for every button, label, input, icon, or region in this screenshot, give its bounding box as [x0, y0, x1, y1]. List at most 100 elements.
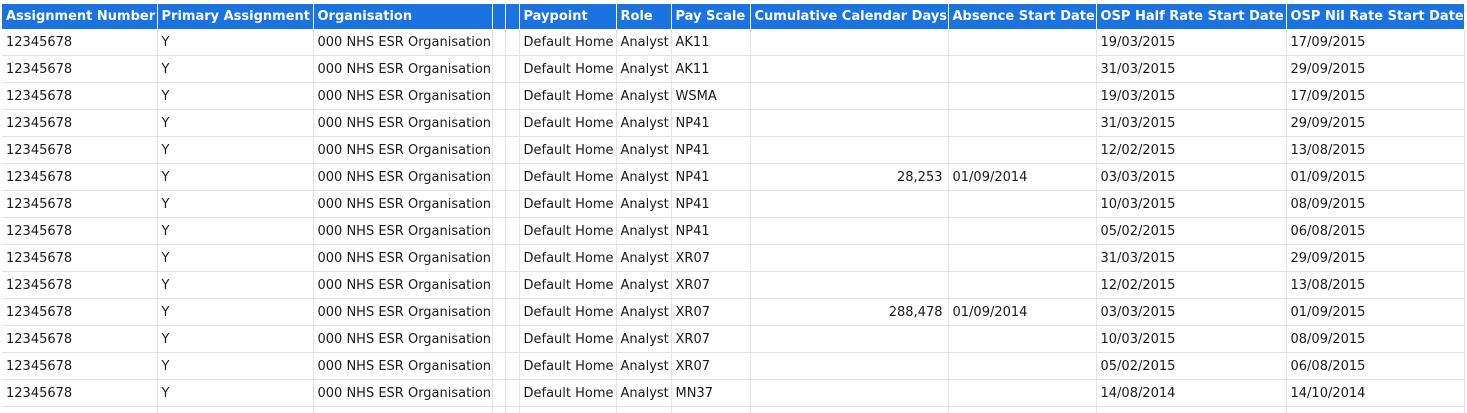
cell-paypoint: Default Home — [519, 218, 616, 245]
cell-role: Analyst — [616, 272, 671, 299]
cell-blank1 — [492, 326, 505, 353]
column-header-paypoint[interactable]: Paypoint — [519, 4, 616, 29]
cell-role: Analyst — [616, 83, 671, 110]
cell-cumulative-days — [750, 137, 948, 164]
cell-blank2 — [505, 110, 519, 137]
cell-cumulative-days — [750, 218, 948, 245]
cell-cumulative-days — [750, 191, 948, 218]
cell-osp-half: 19/03/2015 — [1096, 83, 1286, 110]
cell-assignment-number: 12345678 — [2, 137, 157, 164]
cell-assignment-number: 12345678 — [2, 326, 157, 353]
cell-osp-nil: 14/10/2014 — [1286, 380, 1464, 407]
cell-osp-half: 03/03/2015 — [1096, 299, 1286, 326]
column-header-role[interactable]: Role — [616, 4, 671, 29]
cell-role: Analyst — [616, 299, 671, 326]
table-row-partial — [2, 407, 1464, 413]
cell-blank2 — [505, 164, 519, 191]
column-header-osp-half[interactable]: OSP Half Rate Start Date — [1096, 4, 1286, 29]
cell-osp-nil: 08/09/2015 — [1286, 191, 1464, 218]
cell-osp-nil: 08/09/2015 — [1286, 326, 1464, 353]
cell-pay-scale: MN37 — [671, 380, 750, 407]
cell-assignment-number: 12345678 — [2, 191, 157, 218]
cell-blank2 — [505, 326, 519, 353]
cell-organisation: 000 NHS ESR Organisation — [313, 299, 492, 326]
cell-blank2 — [505, 245, 519, 272]
cell-osp-half: 10/03/2015 — [1096, 326, 1286, 353]
column-header-absence-start[interactable]: Absence Start Date — [948, 4, 1096, 29]
cell-cumulative-days: 28,253 — [750, 164, 948, 191]
cell-osp-half: 19/03/2015 — [1096, 29, 1286, 56]
cell-absence-start — [948, 245, 1096, 272]
cell-osp-nil: 06/08/2015 — [1286, 218, 1464, 245]
cell-paypoint: Default Home — [519, 272, 616, 299]
cell-absence-start — [948, 137, 1096, 164]
cell-absence-start — [948, 56, 1096, 83]
column-header-pay-scale[interactable]: Pay Scale — [671, 4, 750, 29]
cell-primary-assignment: Y — [157, 191, 313, 218]
cell-role: Analyst — [616, 218, 671, 245]
cell-organisation: 000 NHS ESR Organisation — [313, 29, 492, 56]
cell-primary-assignment: Y — [157, 353, 313, 380]
cell-primary-assignment: Y — [157, 299, 313, 326]
column-header-blank1[interactable] — [492, 4, 505, 29]
cell-osp-half: 12/02/2015 — [1096, 272, 1286, 299]
cell-pay-scale: XR07 — [671, 245, 750, 272]
cell-organisation: 000 NHS ESR Organisation — [313, 164, 492, 191]
cell-paypoint: Default Home — [519, 191, 616, 218]
cell-pay-scale: NP41 — [671, 191, 750, 218]
cell-osp-nil: 29/09/2015 — [1286, 110, 1464, 137]
cell-primary-assignment: Y — [157, 29, 313, 56]
column-header-osp-nil[interactable]: OSP Nil Rate Start Date — [1286, 4, 1464, 29]
cell-absence-start: 01/09/2014 — [948, 299, 1096, 326]
column-header-blank2[interactable] — [505, 4, 519, 29]
cell-cumulative-days — [750, 380, 948, 407]
cell-pay-scale: XR07 — [671, 272, 750, 299]
cell-paypoint: Default Home — [519, 83, 616, 110]
cell-organisation: 000 NHS ESR Organisation — [313, 110, 492, 137]
cell-absence-start — [948, 218, 1096, 245]
cell-cumulative-days — [750, 245, 948, 272]
cell-blank1 — [492, 218, 505, 245]
cell-pay-scale: XR07 — [671, 299, 750, 326]
cell-absence-start — [948, 110, 1096, 137]
column-header-assignment-number[interactable]: Assignment Number — [2, 4, 157, 29]
cell-osp-half: 10/03/2015 — [1096, 191, 1286, 218]
cell-assignment-number: 12345678 — [2, 272, 157, 299]
column-header-primary-assignment[interactable]: Primary Assignment — [157, 4, 313, 29]
cell-osp-half: 03/03/2015 — [1096, 164, 1286, 191]
cell-blank1 — [492, 164, 505, 191]
column-header-organisation[interactable]: Organisation — [313, 4, 492, 29]
cell-cumulative-days — [750, 326, 948, 353]
cell-role: Analyst — [616, 56, 671, 83]
cell-role: Analyst — [616, 380, 671, 407]
cell-cumulative-days — [750, 272, 948, 299]
cell-cumulative-days — [750, 353, 948, 380]
cell-organisation: 000 NHS ESR Organisation — [313, 137, 492, 164]
cell-paypoint: Default Home — [519, 326, 616, 353]
cell-blank1 — [492, 29, 505, 56]
cell-osp-nil: 01/09/2015 — [1286, 299, 1464, 326]
cell-blank1 — [492, 56, 505, 83]
cell-osp-half: 05/02/2015 — [1096, 218, 1286, 245]
cell-assignment-number: 12345678 — [2, 29, 157, 56]
cell-assignment-number: 12345678 — [2, 245, 157, 272]
cell-organisation: 000 NHS ESR Organisation — [313, 326, 492, 353]
cell-primary-assignment: Y — [157, 110, 313, 137]
cell-assignment-number: 12345678 — [2, 56, 157, 83]
cell-assignment-number: 12345678 — [2, 380, 157, 407]
cell-osp-half: 31/03/2015 — [1096, 110, 1286, 137]
cell-cumulative-days — [750, 29, 948, 56]
cell-blank1 — [492, 299, 505, 326]
cell-absence-start — [948, 29, 1096, 56]
cell-cumulative-days — [750, 110, 948, 137]
column-header-cumulative-days[interactable]: Cumulative Calendar Days — [750, 4, 948, 29]
cell-blank1 — [492, 272, 505, 299]
